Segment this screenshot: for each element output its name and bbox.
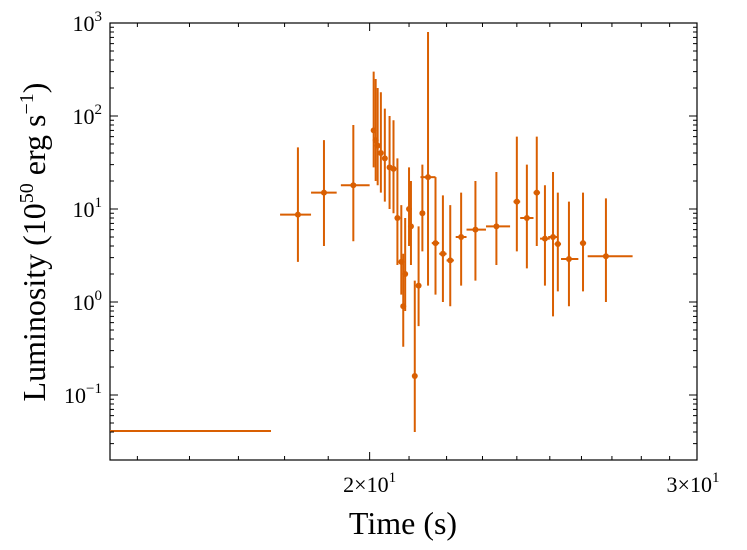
data-point xyxy=(446,205,454,307)
point-marker xyxy=(425,174,432,181)
y-tick-label: 100 xyxy=(73,288,103,315)
data-point xyxy=(420,32,436,286)
data-point xyxy=(381,108,388,202)
data-point xyxy=(513,136,521,252)
point-marker xyxy=(419,210,426,217)
data-point xyxy=(394,158,401,265)
data-point xyxy=(579,192,587,292)
point-marker xyxy=(533,189,540,196)
point-marker xyxy=(580,240,587,247)
plot-frame xyxy=(109,22,698,461)
data-point xyxy=(520,164,534,269)
point-marker xyxy=(320,189,327,196)
point-marker xyxy=(541,235,548,242)
point-marker xyxy=(523,215,530,222)
data-point xyxy=(587,198,633,302)
data-point xyxy=(439,195,447,302)
point-marker xyxy=(602,253,609,260)
point-marker xyxy=(554,241,561,248)
data-point xyxy=(548,171,558,317)
y-axis-label-exponent-1: 50 xyxy=(16,183,38,203)
data-point xyxy=(386,115,393,209)
data-point xyxy=(402,218,409,312)
point-marker xyxy=(411,373,418,380)
data-point xyxy=(554,192,562,292)
data-point xyxy=(377,92,384,193)
point-marker xyxy=(447,257,454,264)
point-marker xyxy=(493,223,500,230)
data-point xyxy=(415,226,422,327)
y-axis-label-suffix: ) xyxy=(16,83,52,94)
point-marker xyxy=(458,233,465,240)
y-axis-label: Luminosity (1050 erg s−1) xyxy=(16,83,52,402)
point-marker xyxy=(407,223,414,230)
data-point xyxy=(533,136,541,247)
y-axis-label-exponent-2: −1 xyxy=(16,93,38,114)
point-marker xyxy=(565,255,572,262)
point-marker xyxy=(415,282,422,289)
data-point xyxy=(280,147,312,262)
point-marker xyxy=(390,165,397,172)
point-marker xyxy=(513,198,520,205)
point-marker xyxy=(294,211,301,218)
y-tick-label: 101 xyxy=(73,195,103,222)
point-marker xyxy=(377,150,384,157)
y-axis-label-unit: erg s xyxy=(16,114,52,183)
x-tick-label: 2×101 xyxy=(343,470,396,497)
data-marks xyxy=(110,32,633,433)
data-point xyxy=(311,140,337,247)
x-axis-label: Time (s) xyxy=(349,505,457,541)
point-marker xyxy=(394,215,401,222)
y-tick-label: 103 xyxy=(73,9,103,36)
data-point xyxy=(540,185,550,286)
y-tick-label: 102 xyxy=(73,102,103,129)
point-marker xyxy=(350,182,357,189)
point-marker xyxy=(432,240,439,247)
point-marker xyxy=(439,250,446,257)
y-tick-label: 10−1 xyxy=(64,381,102,408)
data-point xyxy=(485,171,511,265)
data-point xyxy=(466,181,486,281)
x-tick-label: 3×101 xyxy=(667,470,720,497)
data-point xyxy=(407,181,414,265)
data-point xyxy=(455,192,467,286)
data-point xyxy=(431,177,440,295)
data-point xyxy=(340,125,370,242)
y-axis-label-prefix: Luminosity (10 xyxy=(16,203,52,401)
data-point xyxy=(390,120,397,214)
point-marker xyxy=(381,155,388,162)
data-point xyxy=(561,201,579,307)
data-point xyxy=(374,88,381,186)
point-marker xyxy=(374,142,381,149)
axis-ticks: 10−1 100 101 102 103 2×101 3×101 xyxy=(64,9,719,497)
data-point xyxy=(411,280,418,433)
point-marker xyxy=(550,233,557,240)
data-point xyxy=(419,164,426,252)
point-marker xyxy=(472,226,479,233)
point-marker xyxy=(402,271,409,278)
